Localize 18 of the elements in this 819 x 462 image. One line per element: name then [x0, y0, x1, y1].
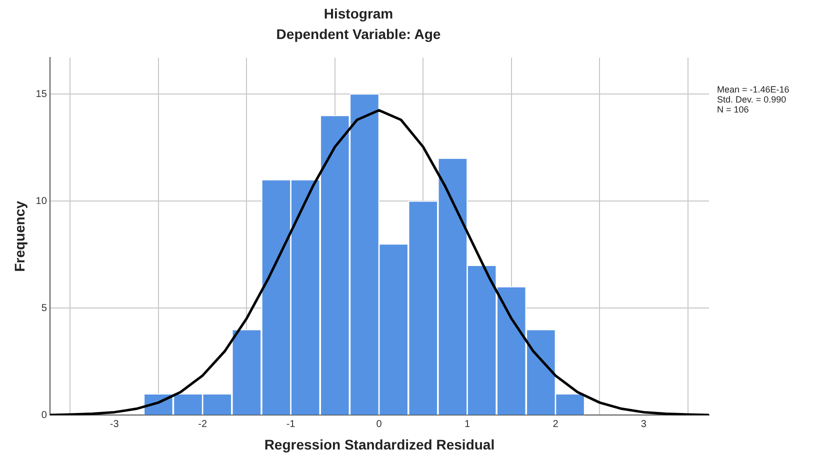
x-tick-label: 3: [640, 418, 647, 430]
chart-title: Histogram: [324, 5, 394, 22]
x-tick-label: -2: [198, 418, 208, 430]
y-axis-title: Frequency: [11, 200, 28, 272]
y-tick-label: 10: [36, 196, 48, 207]
text: N = 106: [717, 104, 749, 115]
text: Std. Dev. = 0.990: [717, 94, 786, 105]
x-tick-label: 0: [376, 418, 382, 430]
x-tick-label: -1: [286, 418, 296, 430]
chart-subtitle: Dependent Variable: Age: [276, 26, 441, 42]
y-tick-label: 5: [41, 302, 48, 314]
x-tick-label: -3: [110, 418, 120, 430]
y-tick-label: 15: [36, 88, 48, 100]
x-tick-label: 1: [464, 418, 470, 430]
x-tick-label: 2: [552, 418, 559, 430]
y-tick-label: 0: [41, 410, 48, 421]
x-axis-title: Regression Standardized Residual: [264, 436, 495, 452]
text: Mean = -1.46E-16: [717, 84, 790, 95]
